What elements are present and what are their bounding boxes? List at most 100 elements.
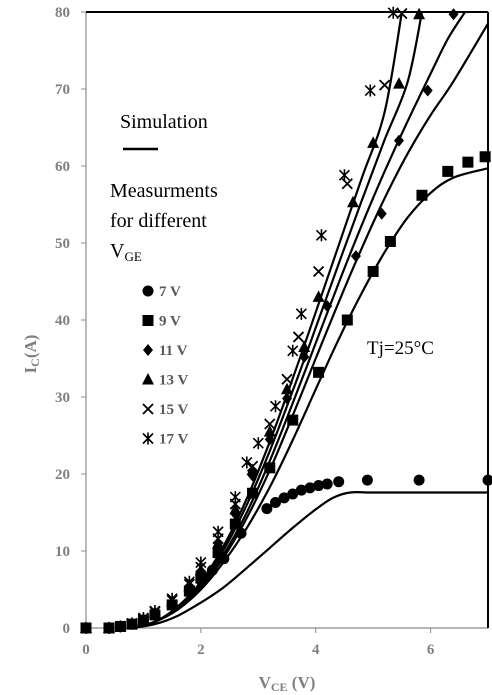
legend: Simulation Measurments for different VGE… [110,111,218,448]
data-point [235,527,247,539]
data-point [387,6,399,19]
x-tick-label: 6 [427,642,435,658]
data-point [378,79,391,91]
data-point [338,169,350,182]
y-tick-label: 60 [55,159,70,175]
data-point [264,462,276,474]
data-point [442,165,454,177]
data-point [246,460,259,472]
data-point [479,151,491,163]
data-point [278,492,290,504]
data-point [298,340,311,352]
legend-label-7v: 7 V [159,284,181,300]
data-point [241,456,253,469]
data-point [287,414,299,426]
y-tick-label: 80 [55,5,70,21]
y-tick-label: 40 [55,313,70,329]
legend-label-13v: 13 V [159,373,188,389]
y-tick-label: 70 [55,82,70,98]
data-point [321,478,333,490]
x-axis-title: VCE (V) [259,673,316,694]
data-point [261,503,273,515]
simulation-curve-6 [131,12,403,628]
data-point [269,400,282,413]
series-17v [80,6,399,634]
data-point [482,474,492,486]
data-point [292,331,305,343]
legend-label-17v: 17 V [159,432,188,448]
measurement-markers [80,6,492,634]
data-point [376,207,387,220]
data-point [287,344,299,357]
data-point [295,484,307,496]
data-point [183,575,195,588]
x-tick-label: 4 [312,642,320,658]
data-point [393,134,404,147]
y-tick-label: 50 [55,236,70,252]
y-tick-label: 30 [55,390,70,406]
y-tick-label: 20 [55,467,70,483]
data-point [413,7,426,20]
data-point [341,314,353,326]
data-point [367,265,379,277]
y-tick-label: 0 [63,621,71,637]
legend-marker-9v [142,315,154,326]
legend-measurement-line1: Measurments [110,180,218,202]
temperature-annotation: Tj=25°C [367,338,434,359]
data-point [312,265,325,278]
legend-marker-15v [142,403,154,415]
data-point [212,525,224,538]
legend-marker-13v [142,373,154,385]
legend-marker-7v [142,285,154,297]
data-point [312,290,325,302]
data-point [229,491,241,504]
legend-simulation-label: Simulation [120,111,208,133]
simulation-curve-4 [131,12,466,628]
data-point [315,229,328,242]
data-point [350,250,361,263]
data-point [281,382,293,395]
data-point [361,474,373,486]
data-point [448,8,459,21]
data-point [252,437,264,450]
data-point [126,617,138,630]
chart-ticks: 0 10 20 30 40 50 60 70 80 0 2 4 6 [55,5,435,658]
data-point [413,474,425,486]
legend-measurement-line2: for different [110,210,207,232]
y-axis-title: IC(A) [21,335,42,374]
legend-marker-11v [143,344,153,356]
data-point [333,476,345,488]
data-point [103,622,115,634]
data-point [416,189,428,201]
legend-items: 7 V 9 V 11 V 13 V 15 V 17 V [142,284,188,448]
y-tick-label: 10 [55,544,70,560]
simulation-curve-2 [131,167,488,628]
data-point [194,563,207,576]
x-tick-label: 0 [82,642,90,658]
data-point [295,307,307,320]
x-tick-label: 2 [197,642,205,658]
data-point [137,611,149,624]
data-point [422,84,433,97]
data-point [247,487,259,499]
series-11v [81,8,459,634]
data-point [299,350,310,363]
data-point [282,392,292,405]
legend-measurement-line3: VGE [110,240,142,264]
data-point [304,482,316,494]
legend-label-11v: 11 V [159,343,188,359]
data-point [229,518,241,530]
data-point [396,7,408,20]
data-point [195,556,207,569]
data-point [149,605,161,618]
simulation-curves [131,12,488,628]
legend-label-15v: 15 V [159,402,188,418]
data-point [462,156,474,168]
data-point [270,496,282,508]
data-point [229,502,242,515]
data-point [206,564,218,576]
data-point [384,235,396,247]
data-point [367,136,380,148]
data-point [246,463,259,476]
data-point [287,488,299,500]
